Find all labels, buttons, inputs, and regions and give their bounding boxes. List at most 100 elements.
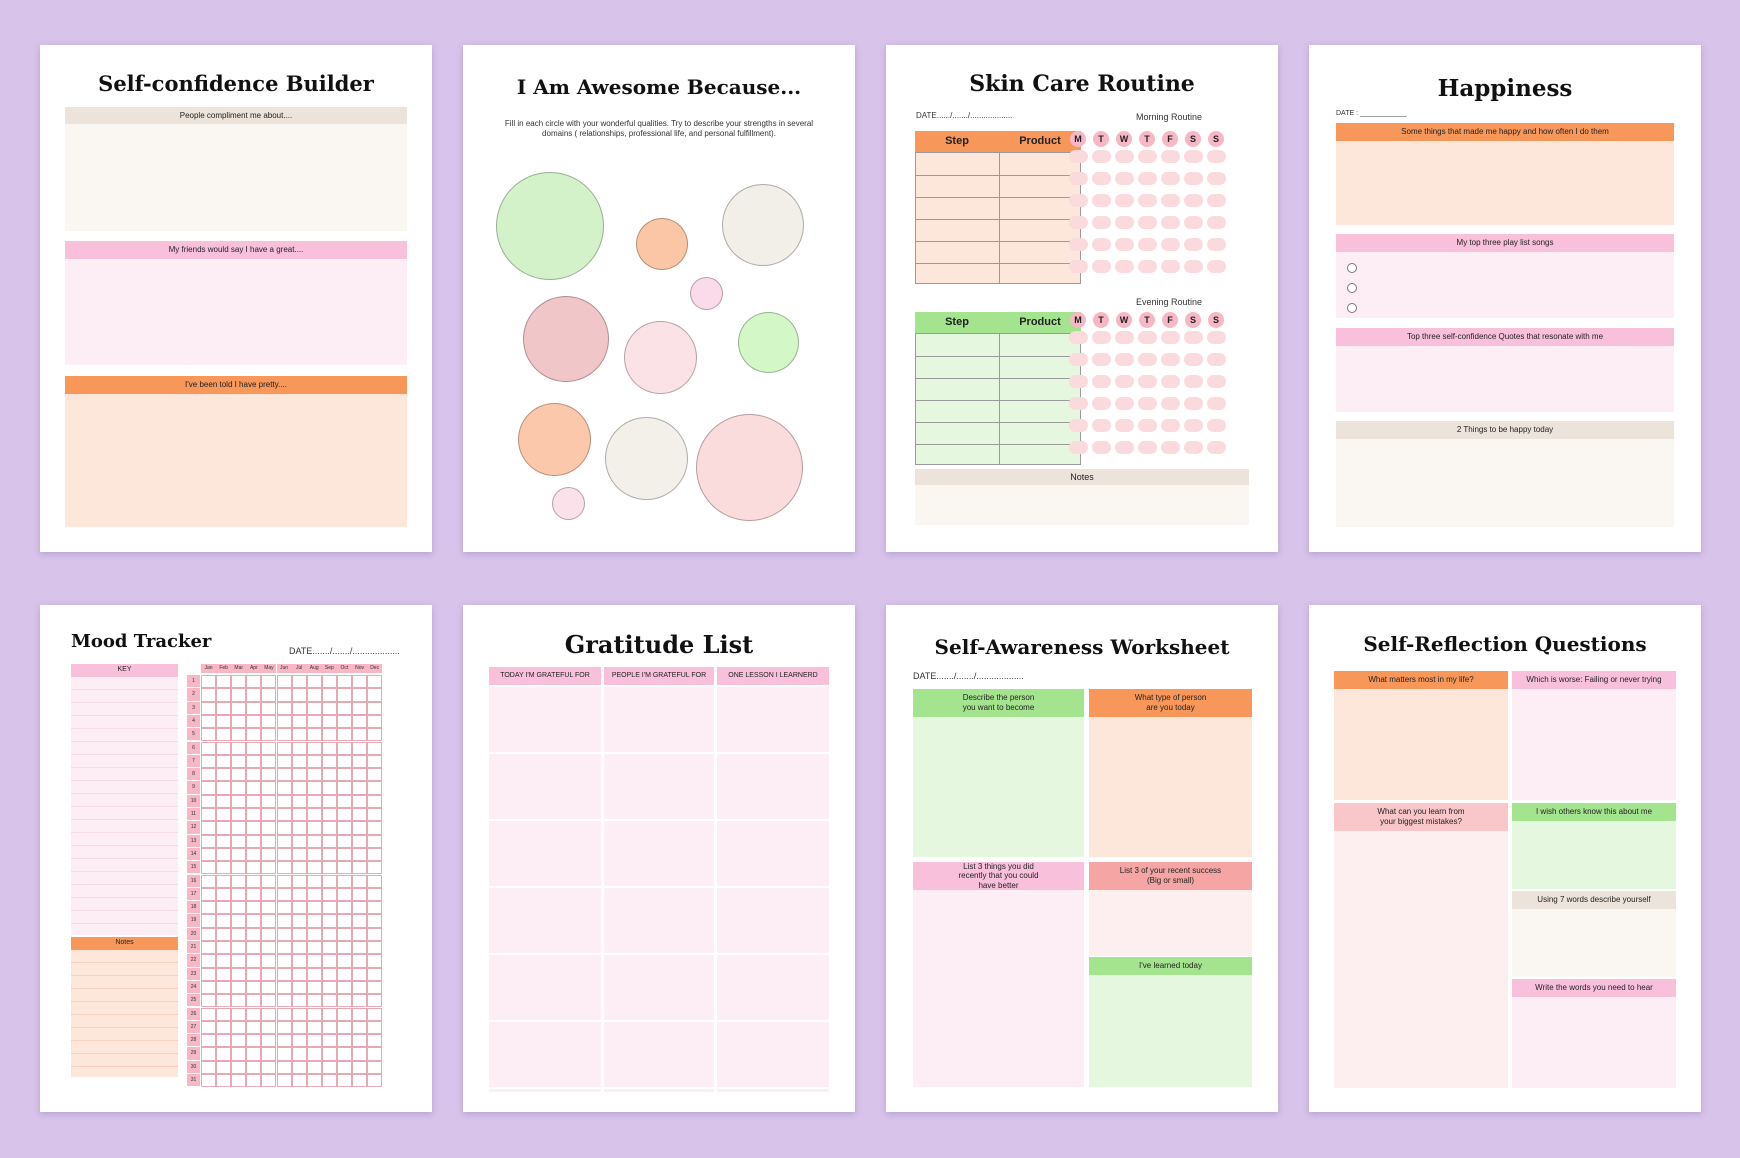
mood-cell[interactable] xyxy=(291,1034,307,1048)
mood-cell[interactable] xyxy=(261,941,277,955)
mood-cell[interactable] xyxy=(306,768,322,782)
section-area-quotes[interactable] xyxy=(1336,346,1674,412)
quality-circle[interactable] xyxy=(552,487,585,520)
mood-cell[interactable] xyxy=(336,994,352,1008)
section-area-friends[interactable] xyxy=(65,259,407,365)
day-check-pill[interactable] xyxy=(1092,353,1111,366)
mood-cell[interactable] xyxy=(367,808,383,822)
mood-cell[interactable] xyxy=(276,768,292,782)
mood-cell[interactable] xyxy=(201,834,217,848)
mood-cell[interactable] xyxy=(336,834,352,848)
mood-cell[interactable] xyxy=(352,980,368,995)
mood-cell[interactable] xyxy=(367,794,383,808)
day-check-pill[interactable] xyxy=(1161,172,1180,185)
mood-cell[interactable] xyxy=(291,1007,307,1021)
day-check-pill[interactable] xyxy=(1138,238,1157,251)
mood-cell[interactable] xyxy=(216,821,232,835)
mood-cell[interactable] xyxy=(276,1047,292,1061)
mood-cell[interactable] xyxy=(216,675,232,689)
mood-cell[interactable] xyxy=(246,834,262,848)
day-check-pill[interactable] xyxy=(1069,331,1088,344)
mood-cell[interactable] xyxy=(276,1007,292,1021)
mood-cell[interactable] xyxy=(246,675,262,689)
mood-cell[interactable] xyxy=(336,941,352,955)
mood-cell[interactable] xyxy=(231,701,247,715)
mood-cell[interactable] xyxy=(201,980,217,995)
day-check-pill[interactable] xyxy=(1115,331,1134,344)
mood-cell[interactable] xyxy=(352,808,368,822)
day-check-pill[interactable] xyxy=(1138,353,1157,366)
mood-cell[interactable] xyxy=(261,701,277,715)
mood-cell[interactable] xyxy=(201,1074,217,1088)
mood-cell[interactable] xyxy=(216,1047,232,1061)
mood-cell[interactable] xyxy=(306,994,322,1008)
column-area-lesson[interactable] xyxy=(717,687,829,1092)
mood-cell[interactable] xyxy=(367,1007,383,1021)
mood-cell[interactable] xyxy=(246,1060,262,1074)
mood-cell[interactable] xyxy=(231,781,247,795)
mood-cell[interactable] xyxy=(291,728,307,742)
mood-cell[interactable] xyxy=(246,688,262,702)
notes-area[interactable] xyxy=(71,950,178,1077)
mood-cell[interactable] xyxy=(352,1020,368,1035)
mood-cell[interactable] xyxy=(216,994,232,1008)
mood-cell[interactable] xyxy=(246,1047,262,1061)
mood-cell[interactable] xyxy=(367,901,383,915)
mood-cell[interactable] xyxy=(367,914,383,928)
mood-cell[interactable] xyxy=(367,874,383,888)
column-area-people[interactable] xyxy=(604,687,714,1092)
mood-cell[interactable] xyxy=(336,1020,352,1035)
evening-routine-table[interactable] xyxy=(915,333,1081,465)
day-check-pill[interactable] xyxy=(1207,238,1226,251)
mood-cell[interactable] xyxy=(261,834,277,848)
mood-cell[interactable] xyxy=(291,994,307,1008)
mood-cell[interactable] xyxy=(367,714,383,729)
mood-cell[interactable] xyxy=(321,941,337,955)
mood-cell[interactable] xyxy=(261,768,277,782)
mood-cell[interactable] xyxy=(276,861,292,875)
mood-cell[interactable] xyxy=(336,1034,352,1048)
day-check-pill[interactable] xyxy=(1184,260,1203,273)
quality-circle[interactable] xyxy=(722,184,804,266)
mood-cell[interactable] xyxy=(201,901,217,915)
mood-cell[interactable] xyxy=(321,701,337,715)
mood-cell[interactable] xyxy=(352,701,368,715)
day-check-pill[interactable] xyxy=(1069,353,1088,366)
mood-cell[interactable] xyxy=(352,887,368,902)
mood-cell[interactable] xyxy=(336,927,352,941)
mood-cell[interactable] xyxy=(291,808,307,822)
mood-cell[interactable] xyxy=(261,781,277,795)
mood-cell[interactable] xyxy=(231,728,247,742)
mood-cell[interactable] xyxy=(367,728,383,742)
day-check-pill[interactable] xyxy=(1161,260,1180,273)
mood-cell[interactable] xyxy=(352,781,368,795)
mood-cell[interactable] xyxy=(336,967,352,981)
morning-routine-table[interactable] xyxy=(915,152,1081,284)
mood-cell[interactable] xyxy=(321,794,337,808)
mood-cell[interactable] xyxy=(321,861,337,875)
mood-cell[interactable] xyxy=(321,967,337,981)
day-check-pill[interactable] xyxy=(1184,150,1203,163)
day-check-pill[interactable] xyxy=(1138,150,1157,163)
day-check-pill[interactable] xyxy=(1092,375,1111,388)
mood-cell[interactable] xyxy=(306,967,322,981)
day-check-pill[interactable] xyxy=(1069,397,1088,410)
mood-cell[interactable] xyxy=(246,874,262,888)
day-check-pill[interactable] xyxy=(1161,397,1180,410)
mood-cell[interactable] xyxy=(336,980,352,995)
mood-cell[interactable] xyxy=(261,847,277,862)
mood-cell[interactable] xyxy=(306,808,322,822)
mood-cell[interactable] xyxy=(291,1020,307,1035)
mood-cell[interactable] xyxy=(352,954,368,968)
mood-cell[interactable] xyxy=(291,741,307,755)
mood-cell[interactable] xyxy=(367,1060,383,1074)
mood-cell[interactable] xyxy=(276,1060,292,1074)
mood-cell[interactable] xyxy=(291,1060,307,1074)
mood-cell[interactable] xyxy=(321,980,337,995)
mood-cell[interactable] xyxy=(367,980,383,995)
day-check-pill[interactable] xyxy=(1207,441,1226,454)
mood-cell[interactable] xyxy=(352,927,368,941)
mood-cell[interactable] xyxy=(261,927,277,941)
day-check-pill[interactable] xyxy=(1138,419,1157,432)
mood-cell[interactable] xyxy=(306,1034,322,1048)
